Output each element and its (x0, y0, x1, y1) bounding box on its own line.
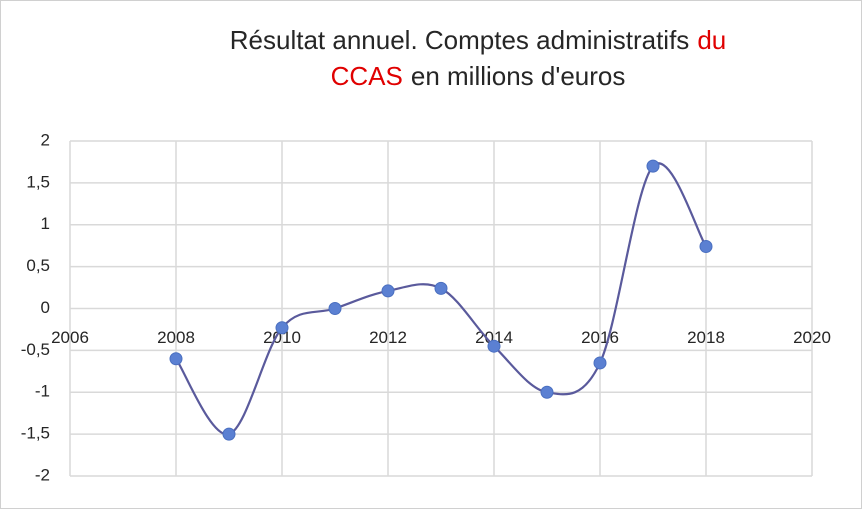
data-point (593, 356, 607, 370)
y-tick-label: -1,5 (21, 424, 50, 443)
data-point (434, 281, 448, 295)
x-tick-label: 2014 (475, 328, 513, 347)
y-tick-label: -2 (35, 465, 50, 484)
title-part: du (697, 25, 726, 55)
y-tick-label: 1 (41, 214, 50, 233)
series-line (175, 162, 707, 436)
x-tick-label: 2012 (369, 328, 407, 347)
title-part: CCAS (331, 61, 403, 91)
title-part: Résultat annuel. Comptes administratifs (230, 25, 690, 55)
x-tick-label: 2008 (157, 328, 195, 347)
data-point (169, 352, 183, 366)
x-tick-label: 2006 (51, 328, 89, 347)
data-point (540, 385, 554, 399)
data-point (699, 240, 713, 254)
y-tick-label: 2 (41, 130, 50, 149)
x-tick-label: 2016 (581, 328, 619, 347)
data-point (646, 159, 660, 173)
y-tick-label: 0 (41, 298, 50, 317)
x-tick-label: 2018 (687, 328, 725, 347)
chart-title: Résultat annuel. Comptes administratifs d… (230, 25, 726, 55)
data-point (487, 339, 501, 353)
data-point (381, 284, 395, 298)
data-point (222, 427, 236, 441)
y-tick-label: 0,5 (26, 256, 50, 275)
title-part: en millions d'euros (411, 61, 626, 91)
data-point (328, 302, 342, 315)
x-tick-label: 2020 (793, 328, 831, 347)
chart-title: CCAS en millions d'euros (331, 61, 626, 91)
y-tick-label: -0,5 (21, 340, 50, 359)
y-tick-label: 1,5 (26, 172, 50, 191)
y-tick-label: -1 (35, 382, 50, 401)
data-point (275, 321, 289, 335)
